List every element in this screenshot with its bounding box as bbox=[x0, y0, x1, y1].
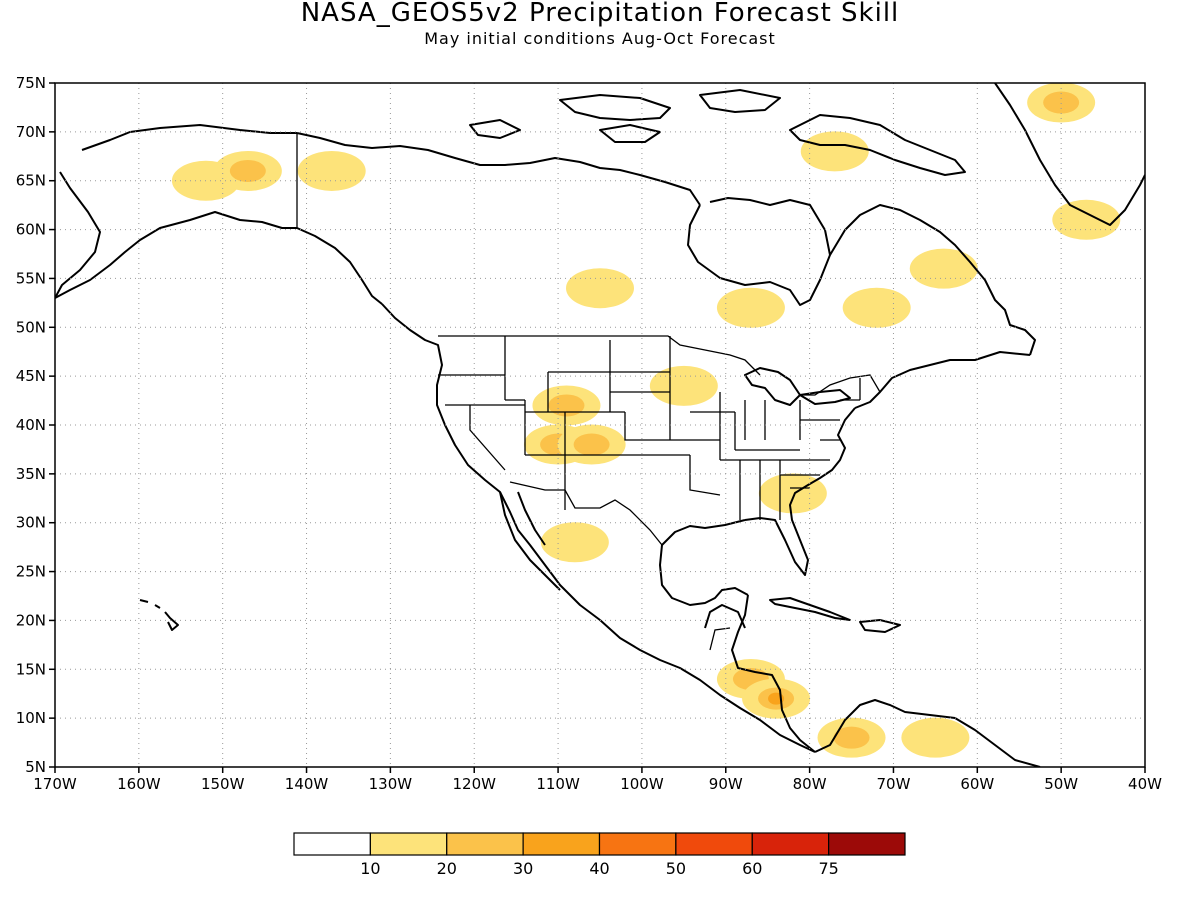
colorbar-label: 50 bbox=[666, 859, 686, 878]
colorbar-label: 10 bbox=[360, 859, 380, 878]
us-east-coastline bbox=[744, 407, 856, 576]
pacific-coastline bbox=[381, 303, 816, 753]
lat-tick-label: 35N bbox=[16, 465, 46, 483]
lat-tick-label: 50N bbox=[16, 318, 46, 336]
us-state-borders bbox=[438, 336, 861, 520]
graticule-grid bbox=[55, 83, 1145, 767]
political-borders-layer bbox=[296, 133, 881, 651]
lat-tick-label: 60N bbox=[16, 221, 46, 239]
lon-tick-label: 70W bbox=[877, 775, 911, 793]
skill-core-colorado bbox=[573, 433, 610, 456]
skill-region-yukon bbox=[297, 150, 366, 191]
skill-core-wyoming bbox=[548, 394, 585, 417]
map-title: NASA_GEOS5v2 Precipitation Forecast Skil… bbox=[300, 0, 900, 28]
lat-tick-label: 70N bbox=[16, 123, 46, 141]
colorbar-label: 30 bbox=[513, 859, 533, 878]
labrador-coastline bbox=[829, 204, 1036, 356]
colorbar-swatch bbox=[446, 832, 524, 856]
lon-tick-label: 170W bbox=[33, 775, 77, 793]
lat-tick-label: 5N bbox=[25, 758, 46, 776]
colorbar-label: 75 bbox=[818, 859, 838, 878]
colorbar-label: 40 bbox=[589, 859, 609, 878]
lon-tick-label: 60W bbox=[960, 775, 994, 793]
lat-tick-label: 15N bbox=[16, 660, 46, 678]
skill-region-labrador bbox=[909, 248, 978, 289]
longitude-axis: 170W 160W 150W 140W 130W 120W 110W 100W 90W 80W 70… bbox=[33, 767, 1162, 793]
colorbar-label: 20 bbox=[437, 859, 457, 878]
skill-region-ontario bbox=[716, 287, 785, 328]
skill-shading-layer bbox=[171, 83, 1121, 758]
canada-arctic-coastline bbox=[296, 132, 701, 206]
lon-tick-label: 90W bbox=[709, 775, 743, 793]
latitude-axis: 5N 10N 15N 20N 25N 30N 35N 40N 45N 50N 55N 60N 65N 70… bbox=[16, 74, 55, 776]
hawaii-coastline bbox=[139, 599, 179, 631]
mexico-guatemala-border bbox=[709, 627, 731, 651]
lat-tick-label: 45N bbox=[16, 367, 46, 385]
lat-tick-label: 55N bbox=[16, 269, 46, 287]
colorbar-swatch bbox=[293, 832, 371, 856]
cuba-coastline bbox=[769, 597, 851, 621]
alaska-coastline bbox=[55, 124, 383, 305]
south-america-coastline bbox=[814, 699, 1041, 767]
lat-tick-label: 75N bbox=[16, 74, 46, 92]
hispaniola-coastline bbox=[859, 619, 901, 633]
skill-core-colombia bbox=[833, 726, 870, 749]
central-america-caribbean-coastline bbox=[731, 594, 816, 753]
maritimes-coastline bbox=[854, 351, 1031, 409]
lat-tick-label: 25N bbox=[16, 563, 46, 581]
great-lakes-coastline bbox=[744, 367, 851, 406]
colorbar-swatch bbox=[522, 832, 601, 856]
yucatan-coastline bbox=[704, 604, 746, 629]
lon-tick-label: 110W bbox=[536, 775, 580, 793]
lon-tick-label: 120W bbox=[452, 775, 496, 793]
us-canada-border bbox=[438, 335, 881, 396]
gulf-coastline bbox=[659, 519, 749, 606]
skill-region-saskatchewan bbox=[566, 268, 634, 309]
skill-region-quebec bbox=[842, 287, 911, 328]
arctic-islands-coastline bbox=[469, 89, 781, 143]
lon-tick-label: 150W bbox=[201, 775, 245, 793]
colorbar-swatch bbox=[828, 832, 906, 856]
colorbar-swatch bbox=[369, 832, 448, 856]
lon-tick-label: 130W bbox=[369, 775, 413, 793]
skill-region-venezuela bbox=[901, 717, 970, 758]
greenland-coastline bbox=[994, 83, 1145, 226]
colorbar-legend: 10 20 30 40 50 60 75 bbox=[293, 832, 906, 878]
lon-tick-label: 50W bbox=[1044, 775, 1078, 793]
lon-tick-label: 160W bbox=[117, 775, 161, 793]
colorbar-label: 60 bbox=[742, 859, 762, 878]
lon-tick-label: 140W bbox=[285, 775, 329, 793]
colorbar-swatch bbox=[751, 832, 830, 856]
hudson-bay-coastline bbox=[687, 197, 831, 306]
lon-tick-label: 80W bbox=[793, 775, 827, 793]
skill-region-mexico-west bbox=[540, 522, 609, 563]
map-subtitle: May initial conditions Aug-Oct Forecast bbox=[424, 29, 776, 48]
lon-tick-label: 100W bbox=[620, 775, 664, 793]
skill-core-greenland-north bbox=[1043, 91, 1080, 114]
us-mexico-border bbox=[509, 481, 663, 546]
lon-tick-label: 40W bbox=[1128, 775, 1162, 793]
colorbar-swatch bbox=[598, 832, 677, 856]
lat-tick-label: 65N bbox=[16, 172, 46, 190]
lat-tick-label: 20N bbox=[16, 611, 46, 629]
skill-region-hudson-bay bbox=[800, 131, 869, 172]
baffin-island-coastline bbox=[789, 114, 966, 176]
lat-tick-label: 30N bbox=[16, 514, 46, 532]
skill-region-greenland-south bbox=[1052, 199, 1121, 240]
lat-tick-label: 40N bbox=[16, 416, 46, 434]
skill-core-alaska-north bbox=[229, 159, 266, 182]
baja-coastline bbox=[499, 491, 561, 591]
lat-tick-label: 10N bbox=[16, 709, 46, 727]
colorbar-swatch bbox=[675, 832, 753, 856]
